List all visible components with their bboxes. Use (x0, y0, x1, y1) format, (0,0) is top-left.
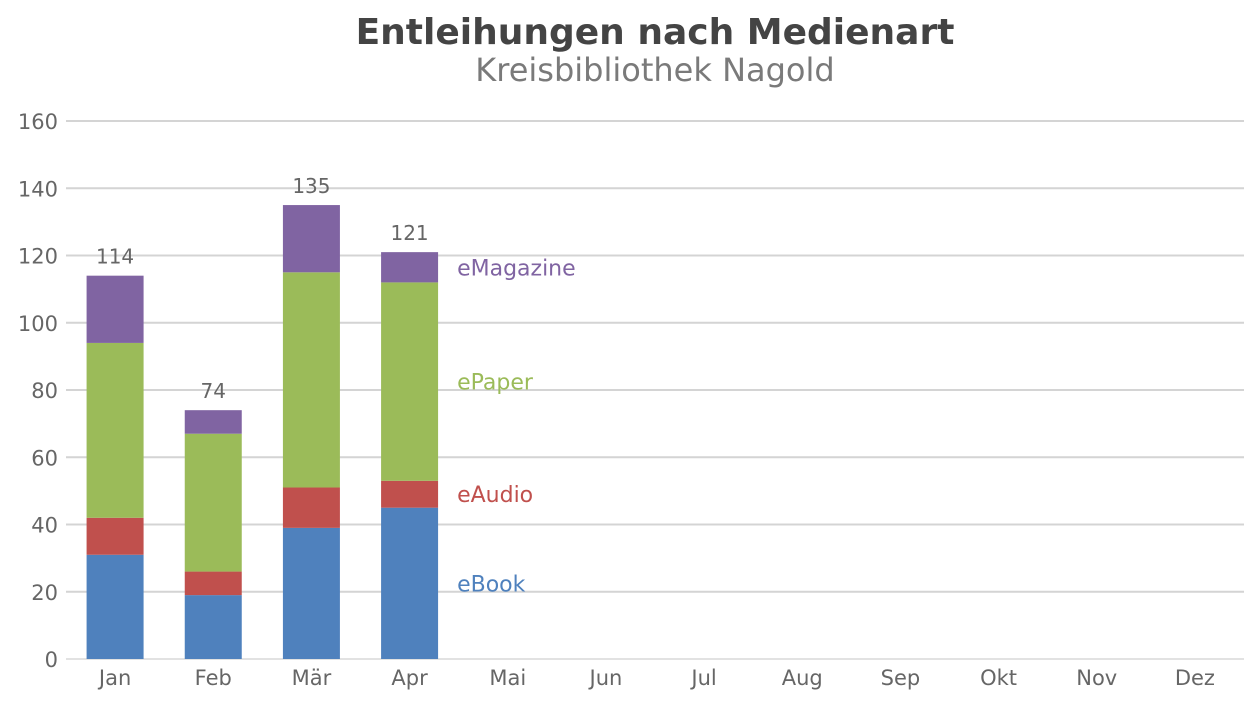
x-tick-label: Mär (292, 666, 332, 690)
bar-segment-ebook (184, 595, 242, 659)
bar-segment-ebook (282, 527, 340, 659)
bars (86, 205, 439, 659)
y-tick-label: 100 (18, 312, 58, 336)
y-tick-label: 60 (31, 446, 58, 470)
x-tick-label: Jun (588, 666, 623, 690)
bar-segment-emagazine (282, 205, 340, 273)
x-tick-label: Aug (782, 666, 823, 690)
x-tick-label: Jul (689, 666, 716, 690)
bar-segment-eaudio (381, 480, 439, 508)
series-label-eaudio: eAudio (457, 483, 533, 508)
bar-segment-ebook (86, 554, 144, 659)
bar-total-label: 135 (292, 174, 330, 198)
chart-subtitle: Kreisbibliothek Nagold (475, 51, 834, 89)
series-label-epaper: ePaper (457, 371, 534, 396)
bar-totals: 114 74 135 121 (96, 174, 429, 403)
bar-segment-epaper (381, 282, 439, 481)
x-tick-label: Apr (391, 666, 428, 690)
bar-segment-eaudio (282, 487, 340, 528)
x-tick-label: Dez (1175, 666, 1215, 690)
series-label-emagazine: eMagazine (457, 256, 576, 281)
y-tick-label: 80 (31, 379, 58, 403)
series-label-ebook: eBook (457, 572, 526, 597)
bar-segment-emagazine (184, 410, 242, 434)
x-tick-label: Feb (195, 666, 232, 690)
bar-segment-emagazine (86, 275, 144, 343)
bar-segment-epaper (184, 433, 242, 572)
y-tick-label: 120 (18, 245, 58, 269)
x-tick-label: Mai (489, 666, 526, 690)
y-tick-label: 40 (31, 514, 58, 538)
x-tick-label: Sep (881, 666, 921, 690)
bar-segment-eaudio (184, 571, 242, 596)
x-tick-label: Nov (1076, 666, 1117, 690)
y-tick-label: 20 (31, 581, 58, 605)
bar-segment-ebook (381, 507, 439, 659)
y-tick-label: 160 (18, 110, 58, 134)
bar-segment-emagazine (381, 252, 439, 283)
bar-total-label: 74 (201, 379, 226, 403)
y-axis-ticks: 0 20 40 60 80 100 120 140 160 (18, 110, 58, 672)
bar-total-label: 114 (96, 245, 134, 269)
chart-title: Entleihungen nach Medienart (356, 12, 955, 53)
bar-segment-epaper (282, 272, 340, 488)
x-tick-label: Jan (97, 666, 131, 690)
gridlines (66, 120, 1244, 660)
x-tick-label: Okt (980, 666, 1017, 690)
bar-segment-epaper (86, 342, 144, 518)
series-labels: eBook eAudio ePaper eMagazine (457, 256, 576, 597)
y-tick-label: 0 (45, 648, 58, 672)
y-tick-label: 140 (18, 177, 58, 201)
x-axis-ticks: Jan Feb Mär Apr Mai Jun Jul Aug Sep Okt Nov Dez (97, 666, 1215, 690)
bar-segment-eaudio (86, 517, 144, 555)
bar-total-label: 121 (390, 221, 428, 245)
